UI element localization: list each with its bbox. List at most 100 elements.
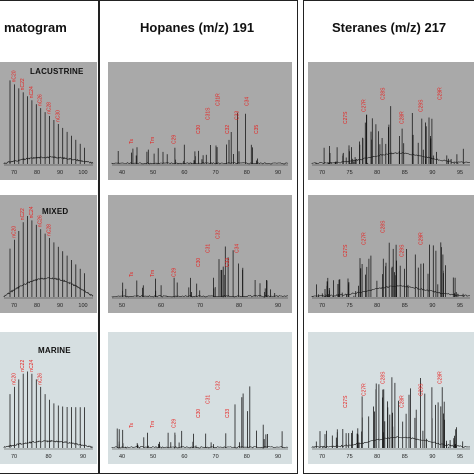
x-tick-label: 80 (374, 303, 380, 309)
peak-label: nC24 (29, 360, 35, 372)
chromatogram-marine-panel: 70 80 90 nC20 nC22 nC24 nC26 MARINE (0, 332, 97, 464)
x-tick-label: 70 (11, 303, 17, 309)
peak-label: C27S (343, 244, 349, 257)
x-tick-label: 90 (80, 454, 86, 460)
steranes-lacustrine-plot: 70 75 80 85 90 95 C27S C27R C28S C28R C29S C29R (311, 87, 470, 176)
x-tick-label: 90 (429, 303, 435, 309)
x-tick-label: 75 (347, 303, 353, 309)
x-tick-label: 80 (374, 170, 380, 176)
x-tick-label: 80 (244, 454, 250, 460)
column-header-hopanes: Hopanes (m/z) 191 (140, 20, 255, 35)
x-tick-label: 60 (158, 303, 164, 309)
peak-label: nC26 (38, 373, 44, 385)
peak-label: C32 (225, 125, 231, 134)
panel-label-lacustrine: LACUSTRINE (30, 67, 84, 76)
x-tick-label: 100 (78, 303, 87, 309)
peak-label: C27R (362, 383, 368, 396)
peak-label: C29S (419, 383, 425, 396)
x-tick-label: 85 (402, 303, 408, 309)
baseline-trace (3, 439, 93, 449)
hopanes-mixed-panel: 50 60 70 80 90 Ts Tm C29 C30 C31 C32 C33 C34 (108, 195, 292, 313)
peak-label: C34 (244, 97, 250, 106)
baseline-trace (111, 446, 289, 449)
panel-label-mixed: MIXED (42, 207, 69, 216)
peak-label: nC28 (47, 102, 53, 114)
x-tick-label: 95 (457, 454, 463, 460)
peak-label: C34 (235, 244, 241, 253)
peak-label: Ts (129, 272, 135, 278)
steranes-marine-plot: 70 75 80 85 90 95 C27S C27R C28S C28R C29S C29R (311, 371, 470, 460)
x-tick-label: 50 (119, 303, 125, 309)
peak-label: C27R (362, 232, 368, 245)
x-tick-label: 40 (119, 170, 125, 176)
x-tick-label: 50 (150, 454, 156, 460)
baseline-trace (3, 156, 94, 165)
column-header-chromatogram: matogram (4, 20, 67, 35)
chromatogram-lacustrine-panel: 70 80 90 100 nC20 nC22 nC24 nC26 nC28 nC30 LACUST… (0, 62, 97, 180)
peak-label: C29 (171, 419, 177, 428)
x-tick-label: 85 (402, 454, 408, 460)
peak-label: nC20 (11, 226, 17, 238)
steranes-lacustrine-panel: 70 75 80 85 90 95 C27S C27R C28S C28R C29S C29R (308, 62, 474, 180)
steranes-marine-panel: 70 75 80 85 90 95 C27S C27R C28S C28R C29S C29R (308, 332, 474, 464)
peak-label: C29R (438, 87, 444, 100)
peak-label: nC22 (20, 78, 26, 90)
chromatogram-mixed-panel: 70 80 90 100 nC20 nC22 nC24 nC26 nC28 MIXED (0, 195, 97, 313)
x-tick-label: 70 (213, 454, 219, 460)
peak-label: C30 (196, 409, 202, 418)
x-tick-label: 95 (457, 303, 463, 309)
peak-label: C35 (254, 125, 260, 134)
peak-label: C29S (419, 99, 425, 112)
peak-label: Ts (129, 139, 135, 145)
x-tick-label: 70 (319, 170, 325, 176)
peak-label: C32 (215, 230, 221, 239)
x-tick-label: 70 (319, 303, 325, 309)
peak-label: nC26 (38, 215, 44, 227)
peak-label: C27S (343, 395, 349, 408)
x-tick-label: 90 (275, 303, 281, 309)
peak-label: C31R (215, 93, 221, 106)
x-tick-label: 90 (429, 454, 435, 460)
peak-label: Tm (150, 421, 156, 428)
peak-label: C30 (196, 125, 202, 134)
x-tick-label: 90 (57, 170, 63, 176)
peak-label: C28R (400, 111, 406, 124)
peak-label: nC24 (29, 206, 35, 218)
hopanes-marine-panel: 40 50 60 70 80 90 Ts Tm C29 C30 C31 C32 C33 (108, 332, 292, 464)
x-tick-label: 95 (457, 170, 463, 176)
peak-label: nC22 (20, 360, 26, 372)
peak-label: nC20 (11, 70, 17, 82)
x-tick-label: 80 (244, 170, 250, 176)
x-tick-label: 80 (236, 303, 242, 309)
peak-label: nC20 (11, 373, 17, 385)
peak-label: C33 (235, 111, 241, 120)
x-tick-label: 70 (319, 454, 325, 460)
peak-label: C31 (206, 244, 212, 253)
x-tick-label: 70 (11, 170, 17, 176)
column-header-steranes: Steranes (m/z) 217 (332, 20, 447, 35)
peak-label: C31S (206, 107, 212, 120)
x-tick-label: 70 (213, 170, 219, 176)
peak-label: C29R (419, 232, 425, 245)
x-tick-label: 90 (57, 303, 63, 309)
peak-label: C28S (381, 220, 387, 233)
peak-label: Ts (129, 423, 135, 429)
peak-label: C28S (381, 371, 387, 384)
baseline-trace (3, 277, 94, 297)
hopanes-lacustrine-panel: 40 50 60 70 80 90 Ts Tm C29 C30 C31S C31R C32 C33 C34 C… (108, 62, 292, 180)
x-tick-label: 60 (181, 454, 187, 460)
x-tick-label: 70 (197, 303, 203, 309)
x-tick-label: 100 (78, 170, 87, 176)
baseline-trace (311, 285, 471, 298)
x-tick-label: 75 (347, 170, 353, 176)
x-tick-label: 90 (275, 170, 281, 176)
peak-label: C31 (206, 395, 212, 404)
peak-label: C33 (225, 258, 231, 267)
steranes-mixed-plot: 70 75 80 85 90 95 C27S C27R C28S C29S C29R (311, 220, 471, 309)
x-tick-label: 70 (11, 454, 17, 460)
peak-label: C32 (215, 381, 221, 390)
